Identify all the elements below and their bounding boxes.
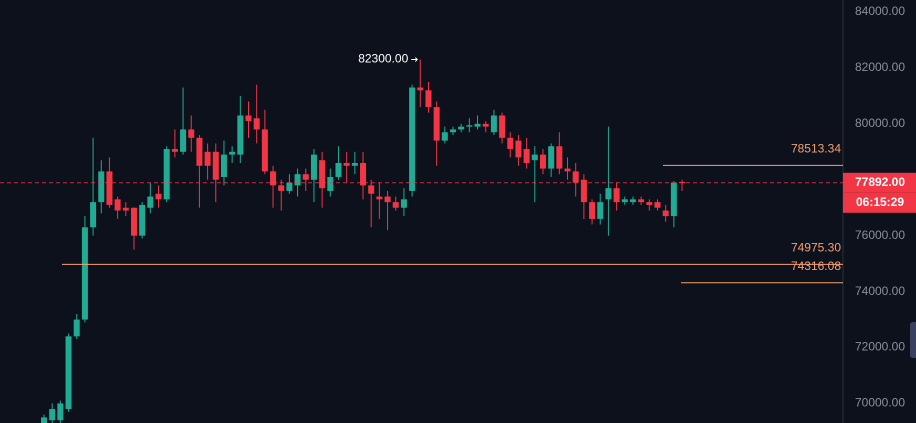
candle-body — [294, 174, 301, 186]
candle-body — [564, 168, 571, 172]
candle-body — [237, 115, 244, 155]
candle-body — [654, 202, 661, 208]
candle-body — [605, 188, 612, 200]
candle-body — [130, 207, 137, 236]
candle-body — [490, 115, 497, 133]
candle-body — [351, 162, 358, 166]
candle-body — [106, 171, 113, 205]
candle-body — [188, 129, 195, 138]
candle-body — [662, 210, 669, 217]
candle-body — [482, 123, 489, 127]
candle-body — [580, 179, 587, 203]
candle-body — [278, 185, 285, 191]
y-tick-label: 76000.00 — [855, 228, 905, 242]
candle-body — [171, 149, 178, 152]
candle-body — [531, 154, 538, 161]
candle-body — [212, 151, 219, 180]
candle-body — [368, 185, 375, 194]
candle-body — [400, 199, 407, 208]
candle-body — [507, 137, 514, 150]
high-marker-label: 82300.00 — [358, 52, 408, 66]
candle-body — [81, 227, 88, 320]
y-tick-label: 70000.00 — [855, 396, 905, 410]
candle-body — [670, 182, 677, 217]
candle-body — [515, 140, 522, 158]
candle-body — [458, 126, 465, 130]
candle-body — [474, 123, 481, 127]
candle-body — [335, 162, 342, 177]
candle-body — [310, 154, 317, 180]
candle-body — [466, 125, 473, 127]
price-level-label: 74975.30 — [791, 241, 841, 255]
candle-body — [49, 409, 56, 421]
countdown-label: 06:15:29 — [856, 195, 904, 209]
candle-body — [450, 129, 456, 133]
candle-body — [343, 162, 350, 166]
candle-body — [261, 129, 268, 172]
candle-body — [417, 87, 424, 91]
candle-body — [147, 196, 154, 208]
candle-body — [302, 174, 309, 180]
candle-body — [122, 207, 129, 211]
candle-body — [180, 129, 187, 152]
candle-body — [433, 107, 440, 141]
last-price-box — [843, 172, 916, 193]
candle-body — [204, 151, 211, 166]
price-level-label: 74316.08 — [791, 259, 841, 273]
candle-body — [229, 151, 236, 155]
candle-body — [621, 199, 628, 203]
side-tab[interactable] — [910, 322, 916, 358]
last-price-label: 77892.00 — [855, 175, 905, 189]
candle-body — [41, 417, 47, 423]
candle-body — [384, 196, 391, 203]
candle-body — [155, 193, 162, 200]
candle-body — [286, 182, 293, 191]
candle-body — [114, 199, 121, 211]
candle-body — [376, 196, 383, 200]
candle-body — [253, 118, 260, 130]
candle-body — [196, 137, 203, 166]
candle-body — [409, 87, 416, 191]
candle-body — [319, 160, 326, 189]
y-tick-label: 84000.00 — [855, 4, 905, 18]
candle-body — [90, 202, 97, 228]
candle-body — [57, 403, 64, 421]
candle-body — [98, 171, 105, 203]
candle-body — [523, 149, 530, 163]
candle-body — [360, 162, 367, 186]
candle-body — [425, 90, 432, 108]
candle-body — [638, 199, 645, 203]
y-tick-label: 82000.00 — [855, 60, 905, 74]
candle-body — [245, 115, 252, 122]
candle-body — [613, 188, 620, 203]
candle-body — [220, 154, 227, 177]
candle-body — [73, 319, 80, 337]
candle-body — [629, 199, 636, 203]
candle-body — [556, 146, 563, 169]
candle-body — [646, 202, 653, 205]
y-tick-label: 72000.00 — [855, 340, 905, 354]
candle-body — [392, 202, 399, 208]
high-marker-arrow — [411, 57, 418, 62]
candle-body — [441, 132, 448, 141]
candle-body — [139, 204, 146, 236]
candle-body — [163, 149, 170, 200]
candle-body — [327, 176, 334, 191]
candle-body — [589, 202, 596, 219]
candle-body — [65, 336, 72, 410]
y-tick-label: 74000.00 — [855, 284, 905, 298]
candle-body — [499, 115, 506, 138]
candle-body — [548, 146, 555, 169]
candle-body — [597, 202, 604, 219]
candle-body — [572, 171, 579, 183]
y-tick-label: 80000.00 — [855, 116, 905, 130]
countdown-box — [843, 192, 916, 213]
price-level-label: 78513.34 — [791, 142, 841, 156]
candle-body — [270, 171, 277, 186]
candle-body — [539, 154, 546, 169]
